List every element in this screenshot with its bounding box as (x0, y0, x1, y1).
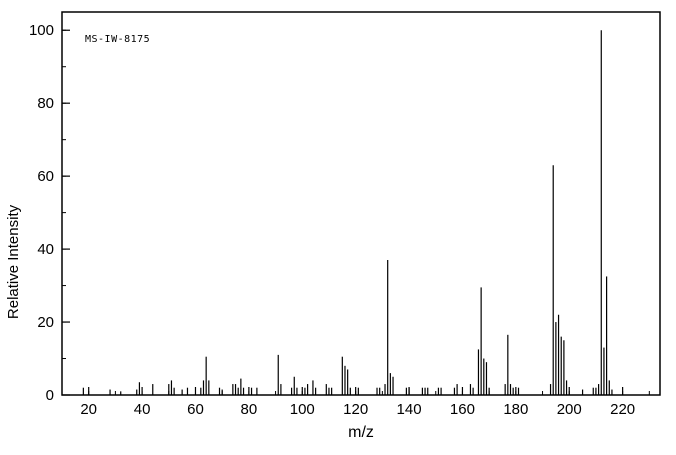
x-tick-label: 160 (450, 401, 475, 418)
x-tick-label: 80 (241, 401, 258, 418)
x-tick-label: 200 (557, 401, 582, 418)
y-tick-label: 80 (37, 95, 54, 112)
y-tick-label: 0 (46, 387, 54, 404)
spectrum-id-label: MS-IW-8175 (85, 34, 150, 45)
x-tick-label: 220 (610, 401, 635, 418)
y-tick-label: 60 (37, 168, 54, 185)
x-tick-label: 20 (80, 401, 97, 418)
y-tick-label: 40 (37, 241, 54, 258)
x-tick-label: 60 (187, 401, 204, 418)
axis-ticks-layer (61, 29, 650, 396)
y-axis-title: Relative Intensity (5, 204, 22, 319)
x-tick-label: 100 (290, 401, 315, 418)
x-axis-title: m/z (348, 424, 374, 441)
x-tick-label: 140 (397, 401, 422, 418)
tick-labels-layer: 20 40 60 80 100 120 140 160 180 200 220 0 20 40 60 80 10… (29, 22, 635, 418)
peaks-layer (82, 30, 613, 395)
x-tick-label: 120 (343, 401, 368, 418)
x-tick-label: 180 (503, 401, 528, 418)
plot-frame (61, 11, 661, 396)
x-tick-label: 40 (134, 401, 151, 418)
y-tick-label: 100 (29, 22, 54, 39)
y-tick-label: 20 (37, 314, 54, 331)
